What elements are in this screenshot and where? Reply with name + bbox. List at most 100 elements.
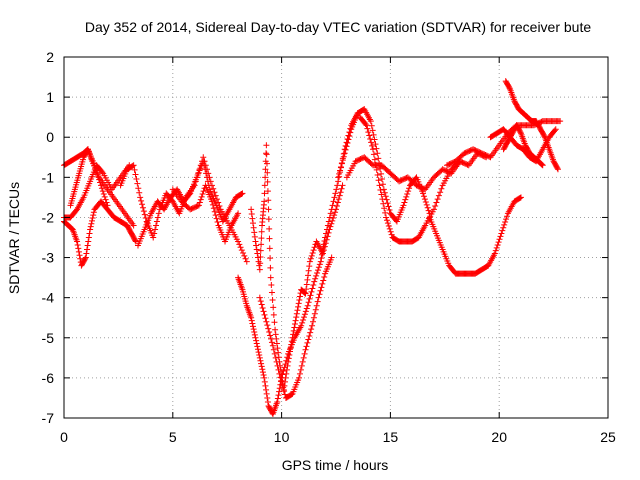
- data-point: [198, 193, 205, 200]
- data-point: [491, 250, 498, 257]
- data-point: [383, 196, 390, 203]
- data-point: [320, 247, 327, 254]
- data-point: [379, 176, 386, 183]
- data-point: [277, 374, 284, 381]
- data-point: [263, 318, 270, 325]
- data-point: [368, 122, 375, 129]
- data-point: [194, 202, 201, 209]
- data-point: [435, 192, 442, 199]
- data-point: [313, 302, 320, 309]
- data-point: [420, 193, 427, 200]
- x-tick-label: 25: [600, 429, 616, 445]
- data-point: [275, 354, 282, 361]
- data-point: [554, 166, 561, 173]
- data-point: [291, 324, 298, 331]
- data-point: [421, 196, 428, 203]
- data-point: [274, 362, 281, 369]
- data-point: [306, 333, 313, 340]
- data-point: [303, 281, 310, 288]
- data-point: [251, 233, 258, 240]
- data-point: [300, 314, 307, 321]
- data-point: [382, 209, 389, 216]
- data-point: [249, 215, 256, 222]
- data-point: [74, 238, 81, 245]
- y-tick-label: -7: [42, 410, 55, 426]
- data-point: [309, 249, 316, 256]
- data-point: [332, 209, 339, 216]
- data-point: [326, 226, 333, 233]
- y-tick-label: -3: [42, 250, 55, 266]
- data-point: [272, 354, 279, 361]
- y-tick-label: -6: [42, 370, 55, 386]
- data-point: [104, 202, 111, 209]
- data-point: [374, 172, 381, 179]
- data-point: [364, 125, 371, 132]
- data-point: [263, 142, 270, 149]
- data-point: [257, 298, 264, 305]
- data-point: [241, 252, 248, 259]
- data-point: [310, 247, 317, 254]
- data-point: [379, 196, 386, 203]
- data-point: [320, 277, 327, 284]
- data-point: [274, 398, 281, 405]
- data-point: [371, 156, 378, 163]
- data-point: [335, 174, 342, 181]
- data-point: [257, 357, 264, 364]
- data-point: [311, 244, 318, 251]
- data-point: [76, 252, 83, 259]
- y-tick-label: -1: [42, 169, 55, 185]
- data-point: [378, 170, 385, 177]
- data-point: [300, 354, 307, 361]
- data-point: [235, 238, 242, 245]
- data-point: [288, 341, 295, 348]
- data-point: [317, 258, 324, 265]
- data-point: [263, 160, 270, 167]
- data-point: [327, 210, 334, 217]
- data-point: [276, 370, 283, 377]
- data-point: [273, 335, 280, 342]
- series-track-r: [500, 122, 546, 169]
- data-point: [298, 362, 305, 369]
- data-point: [248, 211, 255, 218]
- data-point: [286, 351, 293, 358]
- data-point: [319, 280, 326, 287]
- data-point: [265, 216, 272, 223]
- data-point: [366, 132, 373, 139]
- data-point: [365, 129, 372, 136]
- data-point: [552, 126, 559, 133]
- data-point: [285, 355, 292, 362]
- data-point: [308, 288, 315, 295]
- data-point: [254, 250, 261, 257]
- data-point: [130, 222, 137, 229]
- data-point: [251, 331, 258, 338]
- data-point: [257, 260, 264, 267]
- data-point: [304, 302, 311, 309]
- data-point: [284, 362, 291, 369]
- data-point: [275, 349, 282, 356]
- data-point: [279, 381, 286, 388]
- data-point: [253, 242, 260, 249]
- data-point: [306, 258, 313, 265]
- data-point: [259, 369, 266, 376]
- data-point: [262, 382, 269, 389]
- data-point: [269, 296, 276, 303]
- data-point: [256, 354, 263, 361]
- data-point: [275, 392, 282, 399]
- data-point: [201, 162, 208, 169]
- data-point: [375, 155, 382, 162]
- data-point: [336, 192, 343, 199]
- data-point: [330, 215, 337, 222]
- data-point: [374, 150, 381, 157]
- data-point: [304, 339, 311, 346]
- data-point: [152, 226, 159, 233]
- data-point: [305, 336, 312, 343]
- data-points: [61, 78, 564, 417]
- data-point: [103, 199, 110, 206]
- data-point: [310, 282, 317, 289]
- data-point: [377, 186, 384, 193]
- data-point: [196, 199, 203, 206]
- data-point: [262, 174, 269, 181]
- data-point: [88, 220, 95, 227]
- data-point: [268, 289, 275, 296]
